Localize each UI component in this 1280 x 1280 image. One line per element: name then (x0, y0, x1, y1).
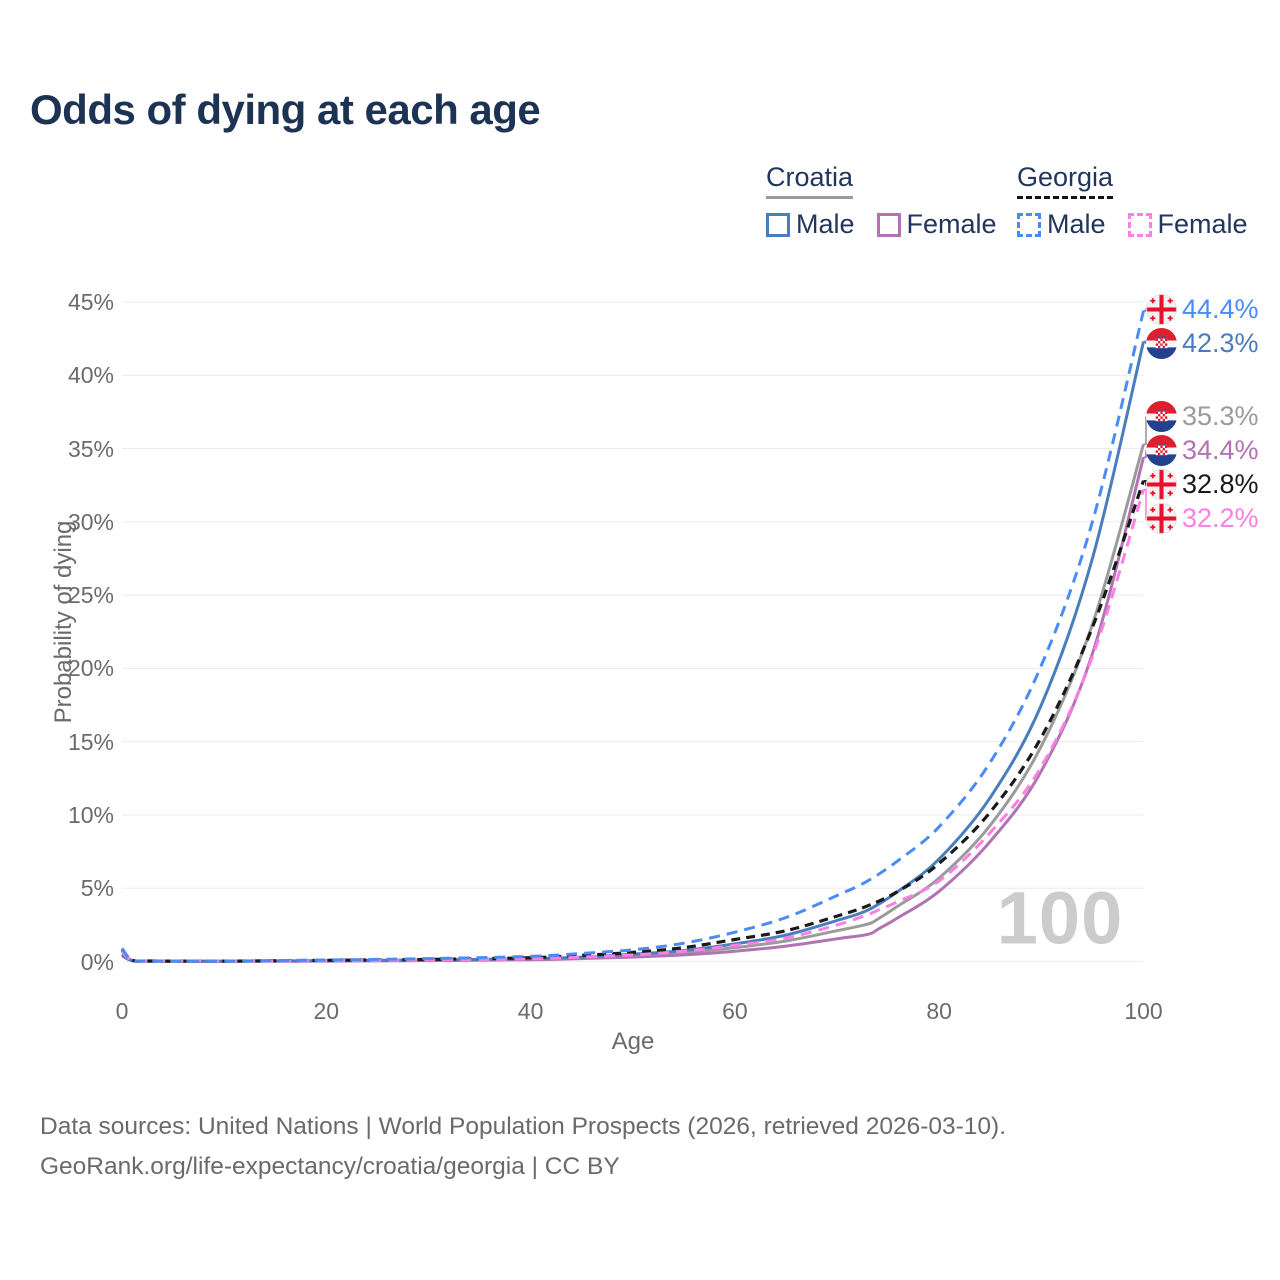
croatia-female-swatch-icon (876, 212, 901, 237)
end-label-georgia-both: 32.8% (1146, 469, 1259, 501)
end-label-georgia-female: 32.2% (1146, 503, 1259, 535)
y-tick-label-25%: 25% (67, 582, 114, 609)
croatia-flag-icon (1146, 401, 1177, 432)
end-label-value-georgia-both: 32.8% (1182, 469, 1259, 500)
y-tick-label-20%: 20% (67, 655, 114, 682)
y-tick-label-5%: 5% (80, 875, 114, 902)
y-tick-label-35%: 35% (67, 435, 114, 462)
y-tick-label-45%: 45% (67, 289, 114, 315)
y-tick-label-40%: 40% (67, 362, 114, 389)
legend-label-croatia-female: Female (906, 209, 997, 239)
series-line-georgia-both[interactable] (120, 480, 1146, 963)
series-line-georgia-female[interactable] (120, 489, 1145, 963)
end-label-croatia-male: 42.3% (1146, 327, 1259, 359)
legend-header-georgia[interactable]: Georgia (1017, 162, 1114, 199)
legend-item-croatia-female[interactable]: Female (876, 209, 997, 240)
x-tick-label-40: 40 (517, 998, 544, 1024)
legend-row-georgia: Male Female (1017, 209, 1248, 240)
legend-item-georgia-male[interactable]: Male (1017, 209, 1106, 240)
footer-attribution-link: GeoRank.org/life-expectancy/croatia/geor… (40, 1153, 620, 1180)
legend-label-georgia-female: Female (1157, 209, 1248, 239)
series-line-croatia-male[interactable] (121, 341, 1145, 963)
x-axis-title: Age (611, 1028, 655, 1055)
x-tick-label-0: 0 (115, 998, 129, 1024)
watermark-age-100: 100 (996, 876, 1124, 960)
legend-header-croatia[interactable]: Croatia (766, 162, 854, 199)
y-tick-label-15%: 15% (67, 728, 114, 755)
end-label-value-croatia-male: 42.3% (1182, 327, 1259, 358)
footer: Data sources: United Nations | World Pop… (40, 1107, 1006, 1187)
end-label-croatia-both: 35.3% (1146, 401, 1259, 433)
georgia-flag-icon (1146, 503, 1177, 534)
georgia-flag-icon (1146, 294, 1177, 325)
legend-item-croatia-male[interactable]: Male (766, 209, 855, 240)
georgia-male-swatch-icon (1017, 212, 1041, 237)
legend-item-georgia-female[interactable]: Female (1127, 209, 1248, 240)
legend-row-croatia: Male Female (766, 209, 997, 240)
croatia-flag-icon (1146, 435, 1177, 466)
georgia-female-swatch-icon (1127, 212, 1152, 237)
legend-group-croatia: Croatia Male Female (766, 162, 997, 240)
y-tick-label-30%: 30% (67, 508, 114, 535)
x-tick-label-100: 100 (1124, 998, 1163, 1024)
x-tick-label-80: 80 (926, 998, 952, 1024)
end-label-value-georgia-female: 32.2% (1182, 503, 1259, 534)
end-label-georgia-male: 44.4% (1146, 293, 1259, 325)
page-title: Odds of dying at each age (30, 86, 541, 133)
x-tick-label-20: 20 (313, 998, 340, 1024)
georgia-flag-icon (1146, 469, 1177, 500)
series-line-georgia-male[interactable] (120, 310, 1145, 963)
footer-data-sources: Data sources: United Nations | World Pop… (40, 1113, 1007, 1140)
croatia-male-swatch-icon (766, 212, 790, 237)
legend-label-croatia-male: Male (796, 209, 855, 239)
legend-label-georgia-male: Male (1047, 209, 1106, 239)
end-label-value-croatia-both: 35.3% (1182, 401, 1259, 432)
croatia-flag-icon (1146, 328, 1177, 359)
legend-group-georgia: Georgia Male Female (1017, 162, 1248, 240)
end-label-croatia-female: 34.4% (1146, 435, 1259, 467)
y-tick-label-0%: 0% (80, 948, 114, 975)
series-line-croatia-female[interactable] (121, 456, 1145, 963)
y-tick-label-10%: 10% (67, 801, 114, 828)
x-tick-label-60: 60 (722, 998, 748, 1024)
end-label-value-georgia-male: 44.4% (1182, 293, 1259, 324)
end-label-value-croatia-female: 34.4% (1182, 435, 1259, 466)
